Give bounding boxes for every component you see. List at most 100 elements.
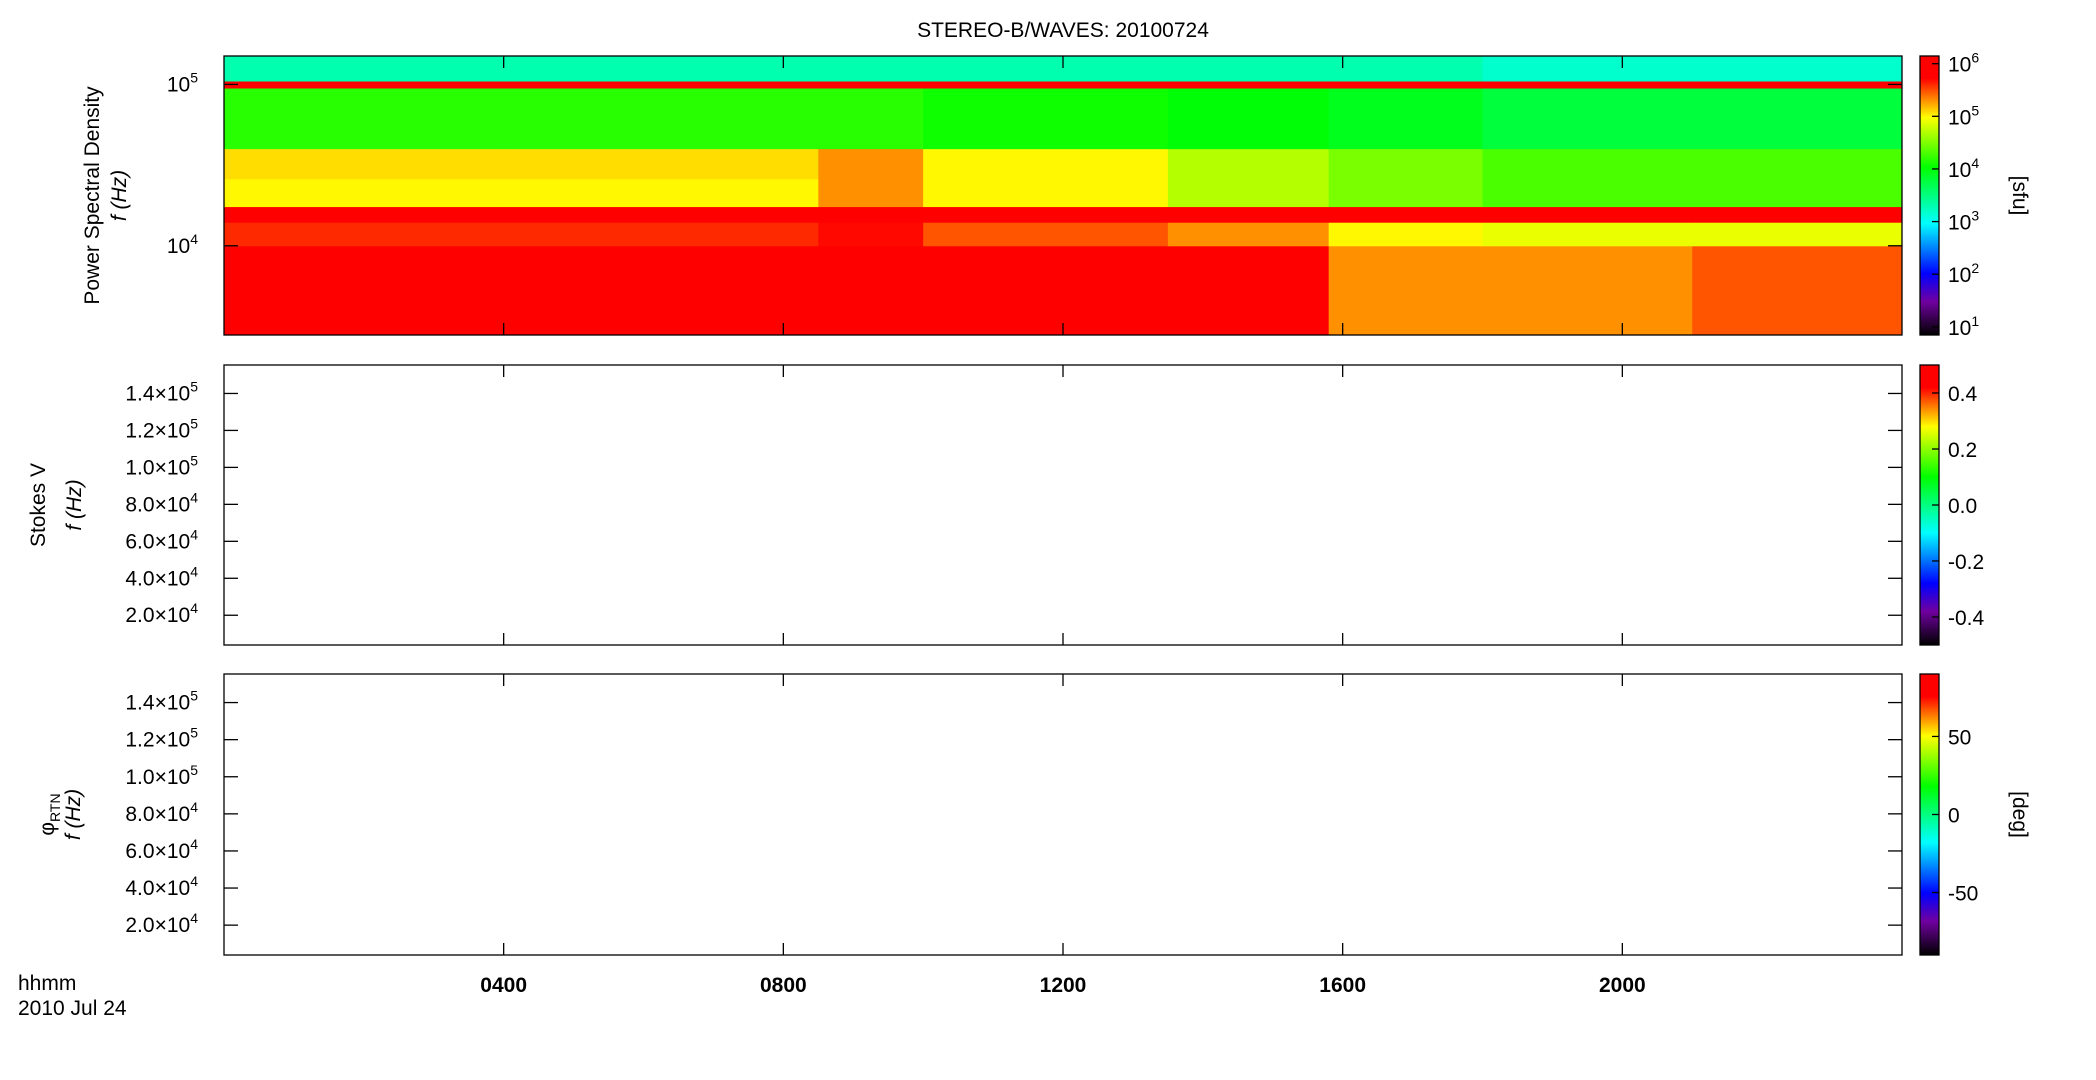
heatmap-cell [1692,56,1903,82]
heatmap-cell [224,148,505,180]
colorbar-tick-label-sup: 2 [1971,260,1979,276]
y-tick-label-sup: 4 [190,910,198,926]
heatmap-cell [503,80,819,89]
y-tick-label: 4.0×104 [125,873,198,900]
x-tick-label-base: 2000 [1599,974,1646,997]
heatmap-cell [923,178,1169,208]
heatmap-cell [923,148,1169,180]
y-tick-label-base: 8.0×10 [125,493,190,516]
colorbar-tick-label-base: 10 [1948,106,1971,129]
heatmap-cell [818,88,924,150]
heatmap-cell [224,222,505,247]
y-tick-label-sup: 4 [190,526,198,542]
heatmap-cell [1328,245,1483,336]
heatmap-cell [1167,56,1330,82]
heatmap-cell [1167,222,1330,247]
heatmap-cell [1328,88,1483,150]
heatmap-cell [1167,148,1330,180]
chart-title: STEREO-B/WAVES: 20100724 [917,19,1209,42]
heatmap-cell [1167,88,1330,150]
colorbar-tick-label: 103 [1948,208,1979,235]
y-tick-label-sup: 5 [190,378,198,394]
heatmap-cell [818,178,924,208]
y-tick-label-base: 1.2×10 [125,419,190,442]
x-tick-label: 1200 [1040,974,1087,997]
heatmap-cell [818,245,924,336]
y-axis-label: Power Spectral Density [81,86,104,305]
x-tick-label-base: 1200 [1040,974,1087,997]
heatmap-cell [1692,206,1903,223]
colorbar-tick-label-sup: 3 [1971,208,1979,224]
x-tick-label: 0800 [760,974,807,997]
heatmap-cell [1482,88,1693,150]
y-tick-label-sup: 5 [190,688,198,704]
heatmap-cell [1328,148,1483,180]
y-axis-label-main: Stokes V [27,463,50,547]
colorbar-tick-label: 106 [1948,50,1979,77]
heatmap-cell [224,206,505,223]
heatmap-cell [923,88,1169,150]
colorbar-tick-label: 50 [1948,726,1971,749]
y-tick-label-base: 1.2×10 [125,729,190,752]
y-tick-label: 104 [167,231,198,258]
colorbar-tick-label: 105 [1948,102,1979,129]
x-tick-label-base: 0400 [480,974,527,997]
colorbar-tick-label: 0.4 [1948,383,1978,406]
heatmap-cell [1167,206,1330,223]
colorbar-tick-label: 104 [1948,155,1979,182]
heatmap-cell [1692,245,1903,336]
y-tick-label-base: 2.0×10 [125,914,190,937]
colorbar-tick-label-sup: 6 [1971,50,1979,66]
y-tick-label-sup: 4 [190,489,198,505]
heatmap-cell [224,88,505,150]
y-tick-label-sup: 4 [190,563,198,579]
heatmap-cell [1328,222,1483,247]
y-tick-label-sup: 5 [190,762,198,778]
colorbar-tick-label: -0.2 [1948,551,1984,574]
heatmap-cell [1328,80,1483,89]
y-tick-label-base: 10 [167,235,190,258]
heatmap-cell [1328,178,1483,208]
y-tick-label-sup: 4 [190,836,198,852]
heatmap-cell [1328,206,1483,223]
y-tick-label: 1.0×105 [125,452,198,479]
colorbar-tick-label-base: 10 [1948,212,1971,235]
y-axis-label-2: f (Hz) [63,479,86,530]
heatmap-cell [224,56,505,82]
y-tick-label-sup: 5 [190,415,198,431]
y-tick-label: 8.0×104 [125,799,198,826]
colorbar-tick-label-base: 10 [1948,317,1971,340]
y-tick-label-base: 1.4×10 [125,692,190,715]
y-tick-label-base: 2.0×10 [125,604,190,627]
heatmap-cell [818,222,924,247]
heatmap-cell [503,56,819,82]
y-tick-label: 1.0×105 [125,762,198,789]
colorbar-label: [deg] [2008,791,2031,838]
y-axis-label: Stokes V [27,463,50,547]
y-tick-label-base: 4.0×10 [125,567,190,590]
x-tick-label-base: 1600 [1319,974,1366,997]
colorbar-tick-label: 102 [1948,260,1979,287]
x-tick-label: 0400 [480,974,527,997]
heatmap-cell [1482,56,1693,82]
y-tick-label-base: 1.0×10 [125,456,190,479]
colorbar-tick-label: 0.0 [1948,495,1977,518]
heatmap-cell [1328,56,1483,82]
colorbar-tick-label: 101 [1948,313,1979,340]
heatmap-cell [1692,178,1903,208]
y-tick-label-sup: 5 [190,725,198,741]
x-tick-label: 1600 [1319,974,1366,997]
y-tick-label-base: 6.0×10 [125,840,190,863]
heatmap-cell [923,80,1169,89]
heatmap-cell [503,178,819,208]
y-tick-label-sup: 4 [190,231,198,247]
heatmap-cell [1482,80,1693,89]
heatmap-cell [923,206,1169,223]
heatmap-cell [1692,222,1903,247]
y-tick-label: 8.0×104 [125,489,198,516]
plot-frame [223,673,1903,956]
heatmap-cell [503,245,819,336]
colorbar-tick-label-sup: 4 [1971,155,1979,171]
y-axis-label-sub: RTN [47,793,63,822]
heatmap-cell [923,222,1169,247]
